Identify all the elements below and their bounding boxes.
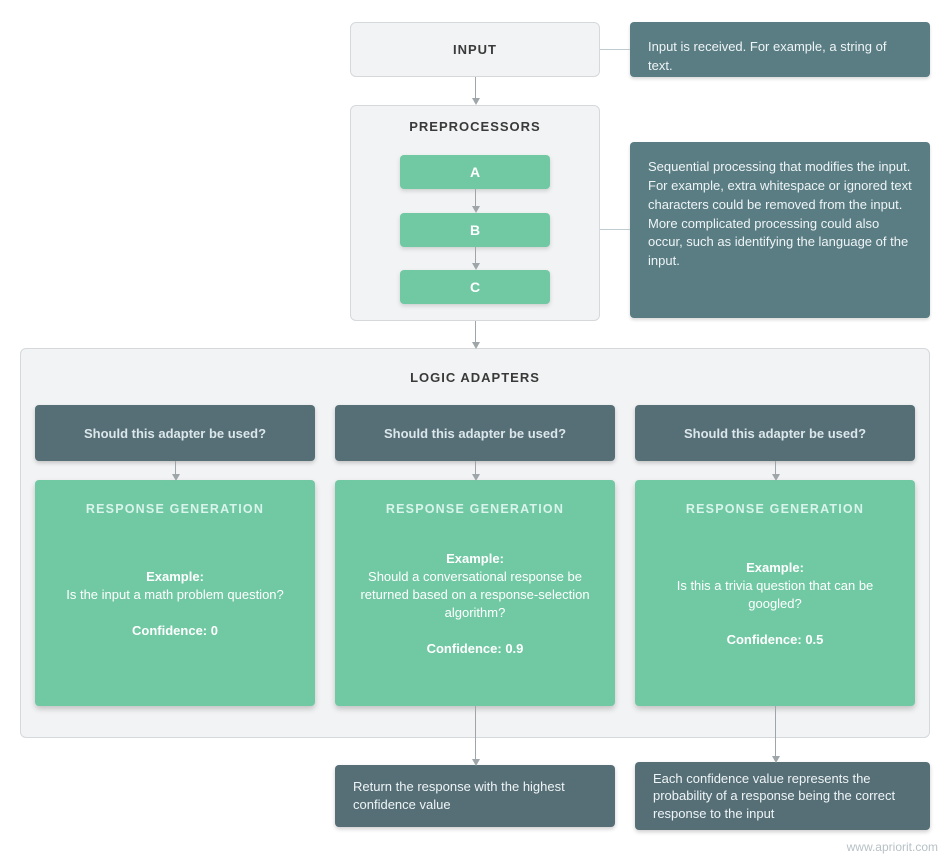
connector bbox=[475, 706, 476, 760]
preprocessor-item: B bbox=[400, 213, 550, 247]
connector bbox=[175, 461, 176, 475]
confidence-block: Confidence: 0.9 bbox=[411, 640, 540, 658]
input-desc-box: Input is received. For example, a string… bbox=[630, 22, 930, 77]
connector bbox=[475, 321, 476, 343]
response-generation-box: RESPONSE GENERATION Example:Should a con… bbox=[335, 480, 615, 706]
logic-adapters-title: LOGIC ADAPTERS bbox=[20, 370, 930, 385]
example-block: Example:Is this a trivia question that c… bbox=[635, 559, 915, 614]
connector bbox=[475, 247, 476, 264]
connector bbox=[475, 77, 476, 99]
connector bbox=[775, 706, 776, 757]
adapter-question: Should this adapter be used? bbox=[635, 405, 915, 461]
example-block: Example:Is the input a math problem ques… bbox=[50, 568, 300, 604]
preprocessors-title: PREPROCESSORS bbox=[350, 119, 600, 134]
preprocessor-item: A bbox=[400, 155, 550, 189]
connector bbox=[600, 49, 630, 50]
connector bbox=[475, 461, 476, 475]
connector bbox=[475, 189, 476, 207]
response-generation-title: RESPONSE GENERATION bbox=[35, 480, 315, 516]
adapter-question: Should this adapter be used? bbox=[35, 405, 315, 461]
response-generation-title: RESPONSE GENERATION bbox=[335, 480, 615, 516]
response-generation-title: RESPONSE GENERATION bbox=[635, 480, 915, 516]
bottom-confidence-box: Each confidence value represents the pro… bbox=[635, 762, 930, 830]
bottom-return-box: Return the response with the highest con… bbox=[335, 765, 615, 827]
confidence-block: Confidence: 0 bbox=[116, 622, 234, 640]
preprocessors-desc-box: Sequential processing that modifies the … bbox=[630, 142, 930, 318]
example-block: Example:Should a conversational response… bbox=[335, 550, 615, 623]
adapter-question: Should this adapter be used? bbox=[335, 405, 615, 461]
preprocessor-item: C bbox=[400, 270, 550, 304]
input-desc-text: Input is received. For example, a string… bbox=[630, 22, 930, 92]
response-generation-box: RESPONSE GENERATION Example:Is the input… bbox=[35, 480, 315, 706]
connector bbox=[775, 461, 776, 475]
input-title: INPUT bbox=[350, 22, 600, 77]
connector bbox=[600, 229, 630, 230]
response-generation-box: RESPONSE GENERATION Example:Is this a tr… bbox=[635, 480, 915, 706]
preprocessors-desc-text: Sequential processing that modifies the … bbox=[630, 142, 930, 287]
footer-credit: www.apriorit.com bbox=[847, 840, 938, 854]
confidence-block: Confidence: 0.5 bbox=[711, 631, 840, 649]
